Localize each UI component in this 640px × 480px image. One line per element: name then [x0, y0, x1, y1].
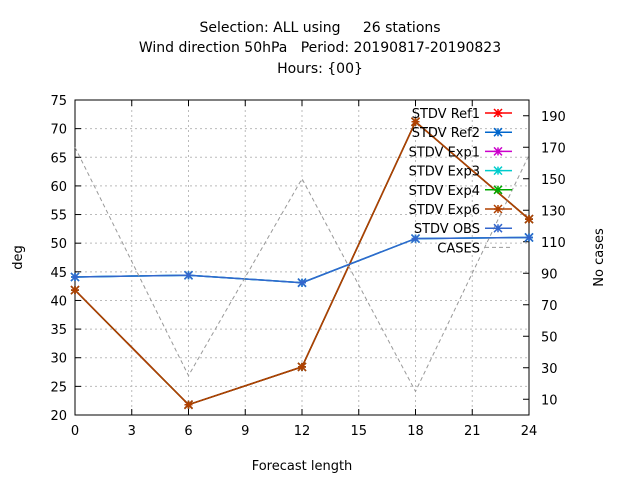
x-tick-label: 12	[294, 424, 311, 439]
y2-tick-label: 70	[541, 299, 558, 314]
data-point	[524, 214, 534, 224]
data-point	[70, 272, 80, 282]
x-tick-label: 24	[521, 424, 538, 439]
y-tick-label: 65	[50, 151, 67, 166]
y-tick-label: 70	[50, 123, 67, 138]
y-tick-label: 60	[50, 180, 67, 195]
legend-label: STDV Exp6	[409, 203, 480, 218]
x-tick-label: 0	[71, 424, 79, 439]
legend-label: CASES	[437, 241, 480, 256]
y2-tick-label: 50	[541, 330, 558, 345]
legend-marker	[493, 166, 503, 176]
legend-marker	[493, 204, 503, 214]
x-tick-label: 18	[407, 424, 424, 439]
chart-title-line-3: Hours: {00}	[277, 61, 363, 77]
legend-marker	[493, 108, 503, 118]
y-tick-label: 25	[50, 380, 67, 395]
legend-label: STDV Exp4	[409, 184, 480, 199]
y-tick-label: 45	[50, 266, 67, 281]
y2-tick-label: 170	[541, 141, 566, 156]
x-tick-label: 15	[350, 424, 367, 439]
y2-tick-label: 110	[541, 236, 566, 251]
y-tick-label: 55	[50, 209, 67, 224]
y2-axis-title: No cases	[592, 228, 607, 287]
y-tick-label: 35	[50, 323, 67, 338]
x-tick-label: 3	[128, 424, 136, 439]
legend-marker	[493, 223, 503, 233]
y2-tick-label: 10	[541, 393, 558, 408]
chart-title-line-1: Selection: ALL using 26 stations	[199, 20, 441, 36]
x-tick-label: 9	[241, 424, 249, 439]
data-point	[70, 285, 80, 295]
legend-label: STDV Ref1	[412, 107, 480, 122]
x-axis-title: Forecast length	[252, 459, 353, 474]
y2-tick-label: 90	[541, 267, 558, 282]
x-tick-label: 6	[184, 424, 192, 439]
data-point	[297, 362, 307, 372]
legend-label: STDV Ref2	[412, 126, 480, 141]
legend-marker	[493, 185, 503, 195]
y-tick-label: 50	[50, 237, 67, 252]
y-tick-label: 40	[50, 294, 67, 309]
y2-tick-label: 130	[541, 204, 566, 219]
y-tick-label: 30	[50, 352, 67, 367]
data-point	[410, 234, 421, 244]
y-tick-label: 20	[50, 409, 67, 424]
data-point	[183, 400, 194, 410]
y-tick-label: 75	[50, 94, 67, 109]
data-point	[410, 117, 421, 127]
data-point	[183, 270, 194, 280]
data-point	[524, 232, 534, 242]
y2-tick-label: 30	[541, 362, 558, 377]
legend-marker	[493, 127, 503, 137]
legend-label: STDV Exp1	[409, 145, 480, 160]
y-axis-title: deg	[11, 245, 26, 270]
data-point	[297, 278, 307, 288]
series-line-7	[74, 147, 530, 393]
chart-title-line-2: Wind direction 50hPa Period: 20190817-20…	[138, 40, 502, 56]
legend-marker	[493, 146, 503, 156]
y2-tick-label: 150	[541, 173, 566, 188]
legend-label: STDV OBS	[414, 222, 480, 237]
y2-tick-label: 190	[541, 110, 566, 125]
legend-label: STDV Exp3	[409, 165, 480, 180]
x-tick-label: 21	[464, 424, 481, 439]
